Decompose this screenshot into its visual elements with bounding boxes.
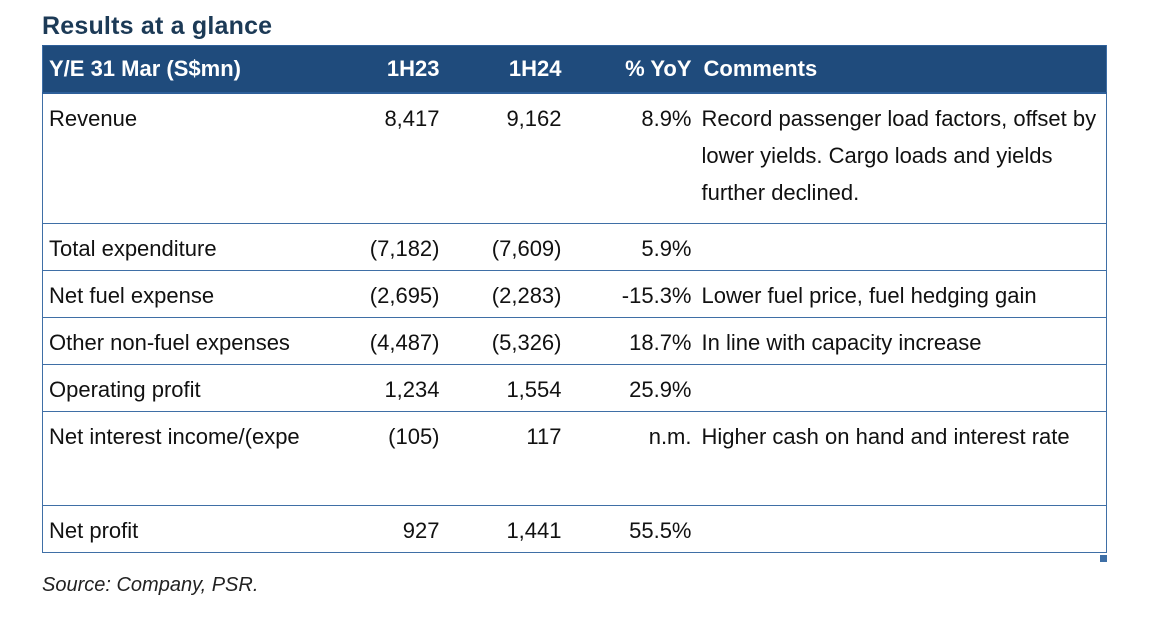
table-row-total-expenditure: Total expenditure (7,182) (7,609) 5.9% [42,223,1107,271]
row-comment [697,364,1107,412]
results-table: Y/E 31 Mar (S$mn) 1H23 1H24 % YoY Commen… [42,45,1107,553]
row-1h23: 927 [342,505,446,553]
header-1h23: 1H23 [342,45,446,94]
row-1h23: (105) [342,411,446,506]
header-label: Y/E 31 Mar (S$mn) [42,45,343,94]
table-resize-handle[interactable] [1100,555,1107,562]
row-1h24: 1,441 [445,505,568,553]
row-comment [697,505,1107,553]
row-yoy: 18.7% [567,317,698,365]
row-1h23: (4,487) [342,317,446,365]
table-row-net-fuel-expense: Net fuel expense (2,695) (2,283) -15.3% … [42,270,1107,318]
row-label: Revenue [42,93,343,224]
row-label: Operating profit [42,364,343,412]
table-row-other-non-fuel-expenses: Other non-fuel expenses (4,487) (5,326) … [42,317,1107,365]
row-label: Total expenditure [42,223,343,271]
row-1h24: (7,609) [445,223,568,271]
row-1h24: 117 [445,411,568,506]
table-row-revenue: Revenue 8,417 9,162 8.9% Record passenge… [42,93,1107,224]
header-yoy: % YoY [567,45,698,94]
header-1h24: 1H24 [445,45,568,94]
header-comments: Comments [697,45,1107,94]
row-1h23: 8,417 [342,93,446,224]
row-yoy: -15.3% [567,270,698,318]
row-comment [697,223,1107,271]
row-1h24: (5,326) [445,317,568,365]
row-yoy: 25.9% [567,364,698,412]
row-comment: Record passenger load factors, offset by… [697,93,1107,224]
row-label: Other non-fuel expenses [42,317,343,365]
table-row-operating-profit: Operating profit 1,234 1,554 25.9% [42,364,1107,412]
row-yoy: n.m. [567,411,698,506]
row-label: Net interest income/(expe [42,411,343,506]
row-1h23: (2,695) [342,270,446,318]
table-header-row: Y/E 31 Mar (S$mn) 1H23 1H24 % YoY Commen… [42,45,1107,94]
row-yoy: 8.9% [567,93,698,224]
row-1h24: (2,283) [445,270,568,318]
table-row-net-profit: Net profit 927 1,441 55.5% [42,505,1107,553]
row-1h23: (7,182) [342,223,446,271]
row-comment: Higher cash on hand and interest rate [697,411,1107,506]
row-comment: Lower fuel price, fuel hedging gain [697,270,1107,318]
row-1h24: 9,162 [445,93,568,224]
row-label: Net fuel expense [42,270,343,318]
row-comment: In line with capacity increase [697,317,1107,365]
row-yoy: 5.9% [567,223,698,271]
table-row-net-interest: Net interest income/(expe (105) 117 n.m.… [42,411,1107,506]
row-yoy: 55.5% [567,505,698,553]
row-1h23: 1,234 [342,364,446,412]
source-note: Source: Company, PSR. [42,574,259,596]
row-label: Net profit [42,505,343,553]
page-title: Results at a glance [42,12,273,40]
row-1h24: 1,554 [445,364,568,412]
